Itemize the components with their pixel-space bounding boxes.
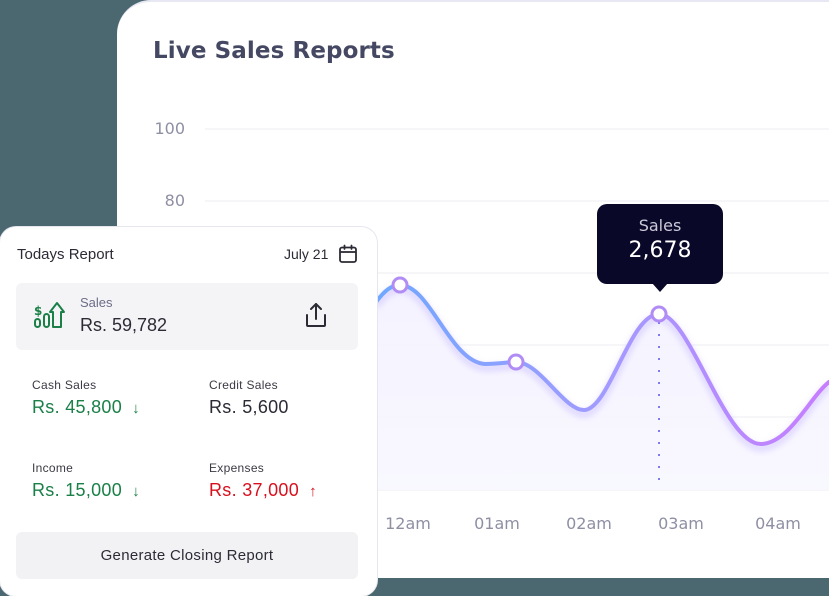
y-tick-80: 80 [164, 191, 185, 210]
generate-closing-report-button[interactable]: Generate Closing Report [16, 532, 358, 579]
data-point-marker [391, 276, 409, 294]
chart-title: Live Sales Reports [153, 38, 395, 64]
metric-label: Cash Sales [32, 378, 97, 392]
tooltip-value: 2,678 [628, 238, 692, 263]
x-tick-03am: 03am [658, 514, 704, 533]
arrow-down-icon: ↓ [132, 483, 140, 500]
x-tick-01am: 01am [474, 514, 520, 533]
metric-cash-sales: Cash Sales Rs. 45,800 ↓ [32, 378, 140, 418]
metric-value: Rs. 5,600 [209, 397, 289, 417]
calendar-icon[interactable] [338, 244, 358, 264]
arrow-down-icon: ↓ [132, 400, 140, 417]
x-tick-12am: 12am [385, 514, 431, 533]
sales-summary-box: $ Sales Rs. 59,782 [16, 283, 358, 350]
sales-line [374, 282, 829, 447]
report-title: Todays Report [17, 246, 114, 263]
data-point-marker [507, 353, 525, 371]
chart-tooltip: Sales 2,678 [597, 204, 723, 292]
sales-label: Sales [80, 295, 113, 310]
tooltip-label: Sales [638, 216, 682, 235]
share-export-icon[interactable] [304, 301, 328, 329]
metric-label: Income [32, 461, 74, 475]
metric-label: Expenses [209, 461, 265, 475]
metric-value: Rs. 45,800 ↓ [32, 397, 140, 417]
y-tick-100: 100 [154, 119, 185, 138]
sales-value: Rs. 59,782 [80, 315, 168, 335]
metric-income: Income Rs. 15,000 ↓ [32, 461, 140, 501]
sales-growth-icon: $ [34, 302, 65, 328]
svg-text:$: $ [34, 304, 42, 318]
metric-credit-sales: Credit Sales Rs. 5,600 [209, 378, 289, 418]
metric-expenses: Expenses Rs. 37,000 ↑ [209, 461, 317, 501]
x-tick-04am: 04am [755, 514, 801, 533]
x-tick-02am: 02am [566, 514, 612, 533]
metric-value: Rs. 15,000 ↓ [32, 480, 140, 500]
metric-value: Rs. 37,000 ↑ [209, 480, 317, 500]
todays-report-card: Todays Report July 21 $ Sales Rs. 59,782… [0, 227, 377, 596]
metric-label: Credit Sales [209, 378, 278, 392]
data-point-marker-active [650, 305, 668, 323]
report-date: July 21 [284, 246, 329, 262]
arrow-up-icon: ↑ [309, 483, 317, 500]
